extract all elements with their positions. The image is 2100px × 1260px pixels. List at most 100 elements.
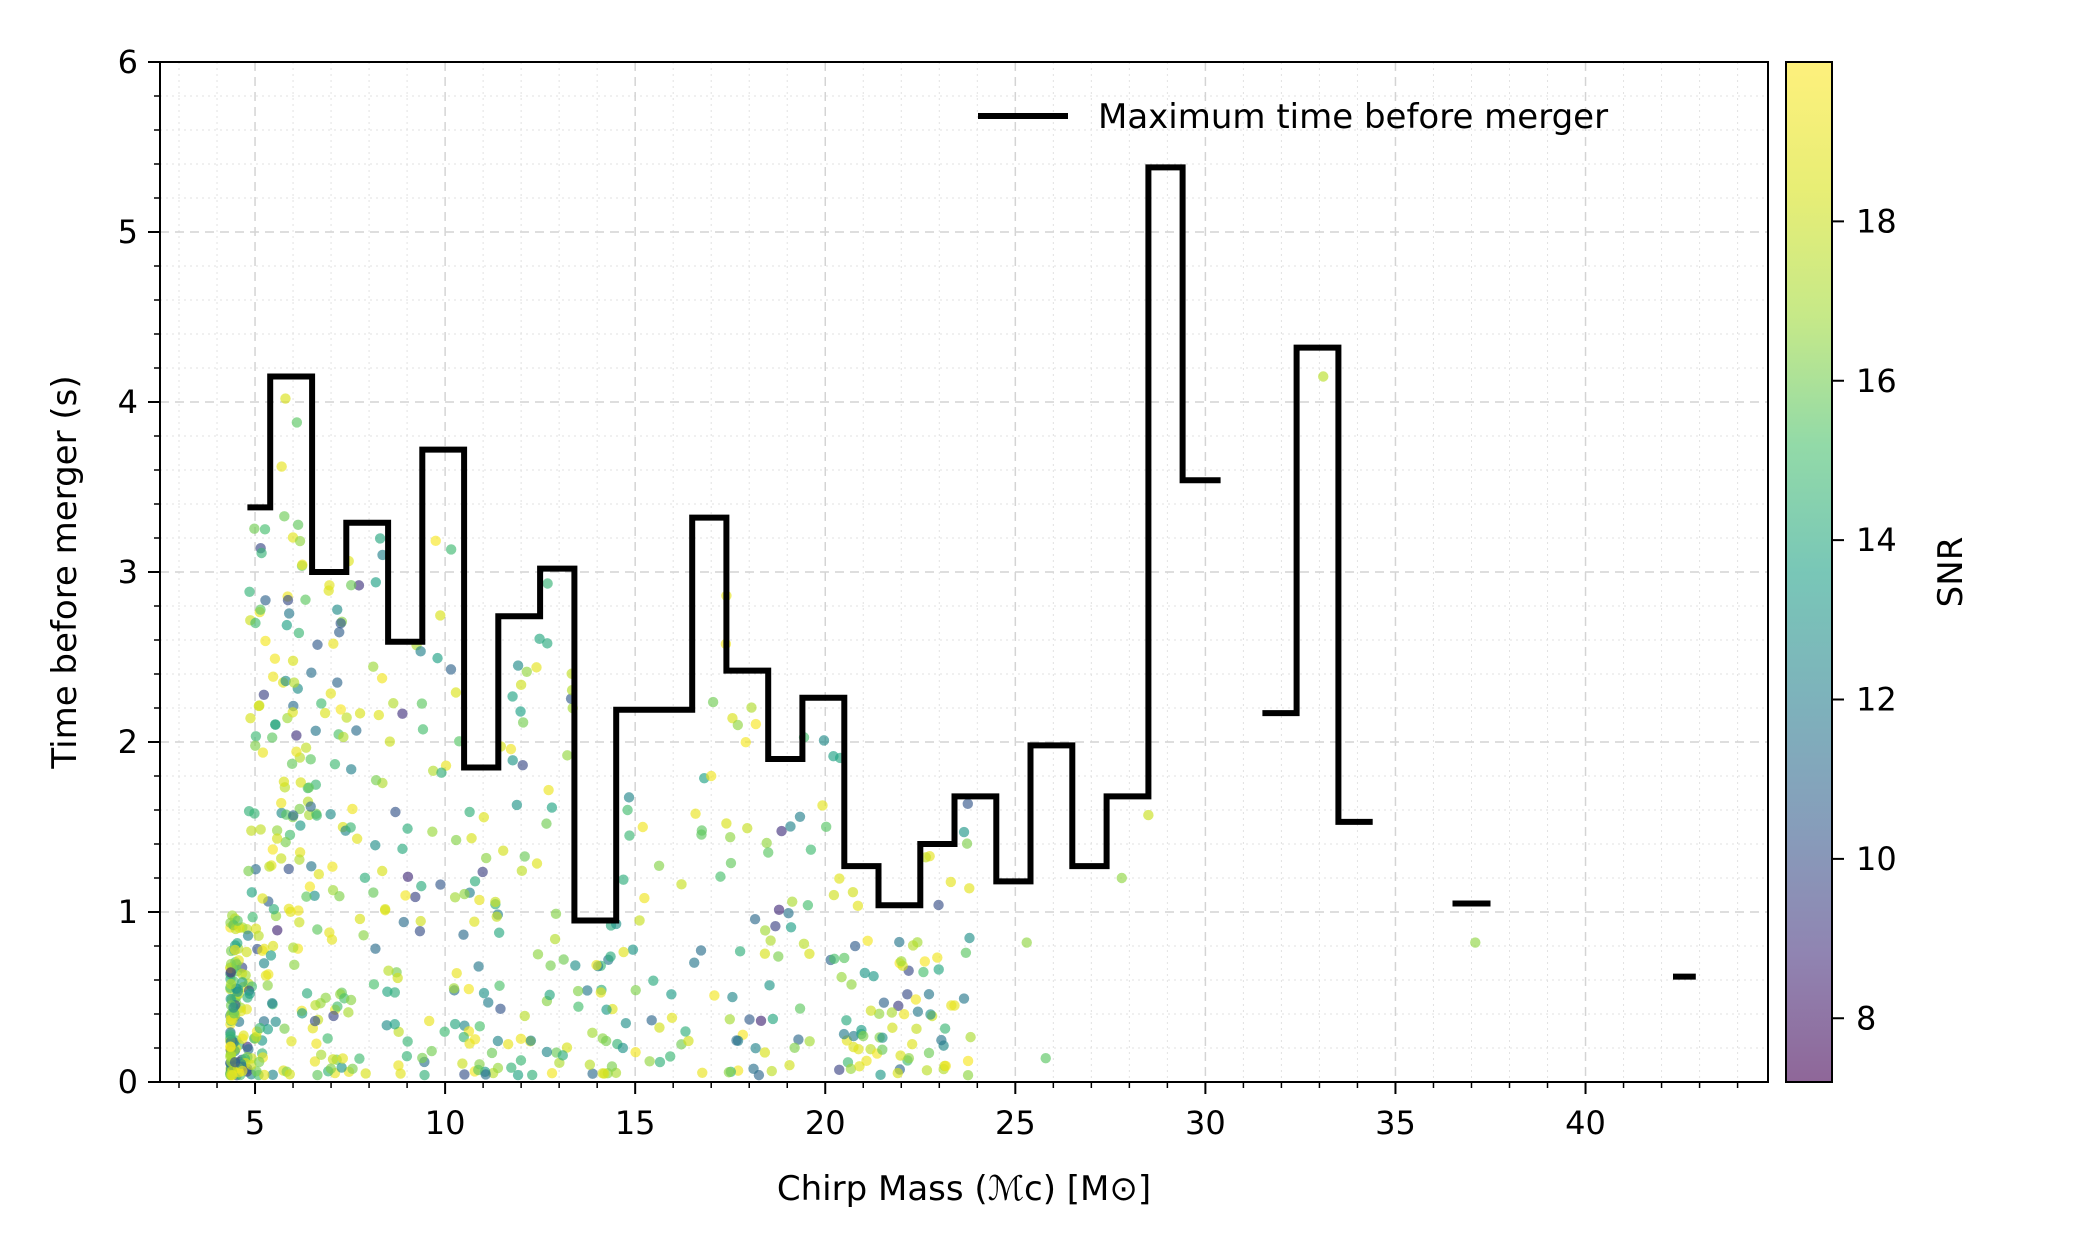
scatter-point [746,702,757,713]
scatter-point [294,917,305,928]
colorbar-tick-label: 12 [1856,681,1897,719]
scatter-point [254,1022,266,1034]
scatter-point [877,1032,888,1043]
scatter-point [776,825,787,837]
scatter-point [430,535,441,547]
colorbar: 8 10 12 14 16 18 SNR [1785,61,1971,1083]
scatter-point [237,1065,248,1077]
scatter-point [296,1008,308,1019]
scatter-point [582,985,593,996]
scatter-point [464,806,475,818]
scatter-point [805,844,817,855]
scatter-point [865,1005,877,1016]
scatter-point [388,698,399,709]
scatter-point [584,1059,596,1070]
scatter-point [256,547,267,559]
scatter-point [512,660,524,671]
scatter-point [287,655,299,667]
scatter-point [390,806,401,818]
scatter-point [690,808,701,819]
scatter-point [257,945,268,957]
scatter-point [329,759,341,770]
scatter-point [251,1031,262,1042]
scatter-point [417,724,429,735]
scatter-point [370,943,381,954]
scatter-point [759,948,771,959]
scatter-point [839,952,850,964]
scatter-point [332,604,343,615]
scatter-point [558,954,569,965]
scatter-point [515,679,527,691]
scatter-point [309,1015,321,1027]
scatter-point [450,687,462,698]
scatter-point [570,960,581,971]
scatter-point [939,1023,951,1034]
scatter-point [229,1057,241,1068]
scatter-point [912,1006,924,1017]
scatter-point [294,535,306,547]
scatter-point [532,949,544,960]
scatter-point [398,916,409,928]
scatter-point [258,689,270,700]
scatter-point [270,719,281,730]
colorbar-tick-label: 8 [1856,999,1876,1037]
scatter-point [1116,872,1127,884]
scatter-point [373,709,385,721]
scatter-point [358,930,369,941]
scatter-point [695,945,707,956]
scatter-point [249,808,260,819]
scatter-point [249,523,260,534]
scatter-point [325,688,336,699]
scatter-point [624,830,635,841]
scatter-point [279,1023,290,1034]
scatter-point [666,1012,678,1023]
scatter-point [750,1042,761,1054]
scatter-point [415,646,426,657]
scatter-point [764,980,775,991]
scatter-point [531,858,543,869]
scatter-point [721,818,732,829]
scatter-point [895,1050,906,1061]
scatter-point [335,618,346,629]
scatter-point [246,825,257,836]
scatter-point [907,940,919,951]
scatter-point [280,836,291,848]
scatter-point [802,900,814,911]
x-axis-label: Chirp Mass (ℳc) [M⊙] [777,1169,1151,1209]
scatter-point [416,698,428,709]
scatter-point [940,1060,951,1072]
scatter-point [368,661,379,672]
scatter-point [225,1028,236,1040]
scatter-point [445,664,457,675]
scatter-point [749,913,761,925]
scatter-point [923,1047,935,1059]
scatter-point [416,880,427,892]
scatter-point [906,1038,918,1050]
scatter-point [854,1061,865,1072]
scatter-point [634,915,645,926]
scatter-point [267,844,279,855]
scatter-point [936,1034,947,1046]
scatter-point [275,853,287,864]
scatter-point [292,519,304,531]
scatter-point [267,671,279,682]
scatter-point [474,894,485,906]
scatter-point [731,1035,742,1046]
scatter-point [326,934,338,945]
scatter-point [370,840,381,851]
scatter-point [961,838,973,849]
scatter-point [267,940,279,952]
scatter-point [265,950,277,961]
scatter-point [1040,1053,1051,1064]
scatter-point [849,940,861,952]
scatter-point [316,698,327,709]
scatter-point [960,947,972,958]
scatter-point [689,957,700,968]
scatter-point [507,755,518,766]
scatter-point [306,667,317,678]
scatter-point [910,994,922,1005]
scatter-point [439,1026,450,1037]
scatter-point [949,1000,960,1011]
scatter-point [293,905,304,916]
